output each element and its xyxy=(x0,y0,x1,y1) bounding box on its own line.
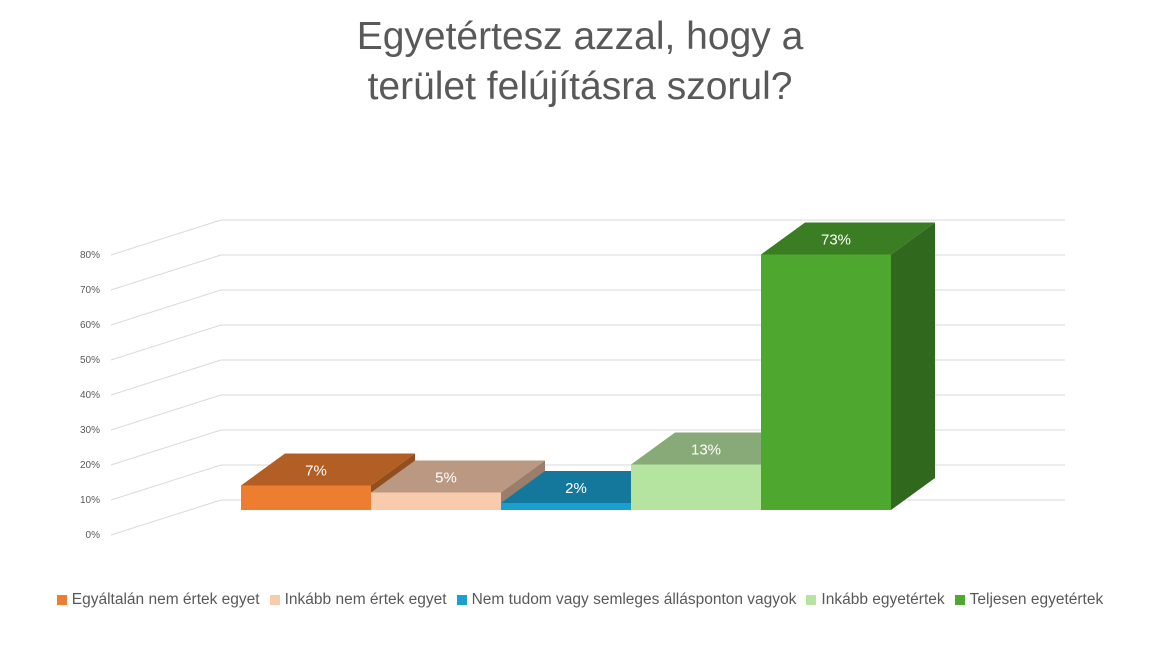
chart-title: Egyetértesz azzal, hogy a terület felújí… xyxy=(0,12,1160,112)
y-tick-label: 10% xyxy=(80,495,100,506)
data-label: 13% xyxy=(691,442,721,459)
bar-side-face xyxy=(891,222,935,510)
gridline-side xyxy=(110,324,222,361)
legend-label: Nem tudom vagy semleges állásponton vagy… xyxy=(471,591,797,608)
legend-label: Inkább nem értek egyet xyxy=(284,591,447,608)
y-tick-label: 0% xyxy=(86,530,101,541)
bar-front-face xyxy=(631,464,761,510)
bar-front-face xyxy=(761,254,891,510)
gridline-side xyxy=(110,359,222,396)
gridline-side xyxy=(110,499,222,536)
y-tick-label: 20% xyxy=(80,460,100,471)
bar-top-face xyxy=(241,453,415,486)
legend: Egyáltalán nem értek egyet Inkább nem ért… xyxy=(0,591,1160,609)
gridline-side xyxy=(110,254,222,291)
legend-item: Nem tudom vagy semleges állásponton vagy… xyxy=(456,591,797,609)
chart-title-line-1: Egyetértesz azzal, hogy a xyxy=(356,15,804,58)
bar-top-face xyxy=(371,460,545,493)
y-tick-label: 70% xyxy=(80,285,100,296)
bar-front-face xyxy=(241,485,371,510)
y-tick-label: 40% xyxy=(80,390,100,401)
bar-front-face xyxy=(371,492,501,510)
legend-label: Teljesen egyetértek xyxy=(969,591,1104,608)
legend-label: Inkább egyetértek xyxy=(821,591,945,608)
legend-item: Teljesen egyetértek xyxy=(954,591,1104,609)
legend-swatch xyxy=(954,595,965,605)
gridline-side xyxy=(110,394,222,431)
y-tick-label: 50% xyxy=(80,355,100,366)
legend-item: Inkább nem értek egyet xyxy=(269,591,447,609)
y-tick-label: 80% xyxy=(80,250,100,261)
chart-title-line-2: terület felújításra szorul? xyxy=(367,65,793,108)
gridline-side xyxy=(110,464,222,501)
y-tick-label: 30% xyxy=(80,425,100,436)
gridline-side xyxy=(110,289,222,326)
gridline-side xyxy=(110,219,222,256)
legend-label: Egyáltalán nem értek egyet xyxy=(71,591,260,608)
data-label: 7% xyxy=(305,463,327,480)
bar-chart-3d: 0% 10% 20% 30% 40% 50% 60% 70% 80% 7% 5% 2% 13% 73% xyxy=(80,219,1065,541)
y-tick-label: 60% xyxy=(80,320,100,331)
legend-swatch xyxy=(269,595,280,605)
data-label: 2% xyxy=(565,480,587,497)
legend-swatch xyxy=(456,595,467,605)
legend-item: Inkább egyetértek xyxy=(806,591,945,609)
legend-swatch xyxy=(56,595,67,605)
gridline-side xyxy=(110,429,222,466)
bar-front-face xyxy=(501,503,631,510)
bar-top-face xyxy=(761,222,935,255)
data-label: 73% xyxy=(821,232,851,249)
legend-item: Egyáltalán nem értek egyet xyxy=(56,591,260,609)
legend-swatch xyxy=(806,595,817,605)
data-label: 5% xyxy=(435,470,457,487)
